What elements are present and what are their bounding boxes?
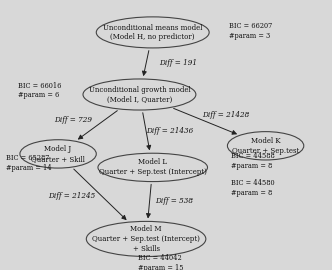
Text: BIC = 66207
#param = 3: BIC = 66207 #param = 3 xyxy=(229,22,272,40)
Ellipse shape xyxy=(227,131,304,160)
Text: Model L
Quarter + Sep.test (Intercept): Model L Quarter + Sep.test (Intercept) xyxy=(99,158,207,176)
Text: BIC = 44042
#param = 15: BIC = 44042 #param = 15 xyxy=(138,254,183,270)
Text: Model J
Quarter + Skill: Model J Quarter + Skill xyxy=(31,145,85,163)
Ellipse shape xyxy=(86,221,206,256)
Text: Unconditional means model
(Model H, no predictor): Unconditional means model (Model H, no p… xyxy=(103,23,203,41)
Text: Unconditional growth model
(Model I, Quarter): Unconditional growth model (Model I, Qua… xyxy=(89,86,190,103)
Ellipse shape xyxy=(83,79,196,110)
Text: BIC = 44588
#param = 8: BIC = 44588 #param = 8 xyxy=(231,152,275,170)
Ellipse shape xyxy=(98,153,208,181)
Text: Diff = 21245: Diff = 21245 xyxy=(48,192,95,200)
Ellipse shape xyxy=(20,140,96,168)
Text: Diff = 21428: Diff = 21428 xyxy=(202,111,249,119)
Text: Diff = 538: Diff = 538 xyxy=(155,197,193,205)
Text: Model M
Quarter + Sep.test (Intercept)
+ Skills: Model M Quarter + Sep.test (Intercept) +… xyxy=(92,225,200,253)
Text: Diff = 21436: Diff = 21436 xyxy=(146,127,193,135)
Text: Model K
Quarter + Sep.test: Model K Quarter + Sep.test xyxy=(232,137,299,155)
Text: BIC = 65287
#param = 14: BIC = 65287 #param = 14 xyxy=(6,154,51,172)
Ellipse shape xyxy=(96,17,209,48)
Text: BIC = 66016
#param = 6: BIC = 66016 #param = 6 xyxy=(18,82,62,99)
Text: Diff = 729: Diff = 729 xyxy=(54,116,92,124)
Text: Diff = 191: Diff = 191 xyxy=(159,59,197,67)
Text: BIC = 44580
#param = 8: BIC = 44580 #param = 8 xyxy=(231,179,274,197)
